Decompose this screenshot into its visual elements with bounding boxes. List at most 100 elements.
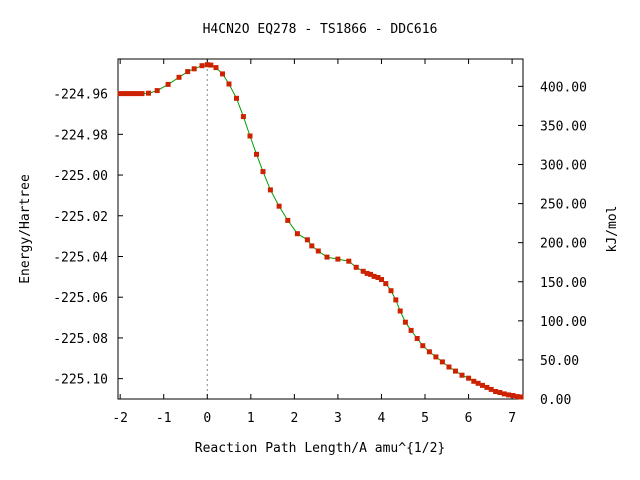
- data-point: [324, 254, 330, 260]
- energy-series-points: [117, 62, 524, 400]
- data-point: [402, 319, 408, 325]
- x-tick-label: 3: [334, 411, 342, 426]
- data-point: [480, 382, 485, 388]
- x-tick-label: 6: [465, 411, 473, 426]
- data-point: [247, 133, 253, 139]
- data-point: [368, 271, 374, 277]
- x-tick-label: 7: [508, 411, 516, 426]
- data-point: [267, 187, 273, 193]
- data-point: [459, 372, 465, 378]
- x-tick-label: 1: [247, 411, 255, 426]
- data-point: [420, 343, 426, 349]
- data-point: [117, 91, 123, 97]
- data-point: [364, 270, 370, 276]
- data-point: [260, 169, 266, 175]
- data-point: [226, 81, 232, 87]
- y-tick-label: -224.98: [53, 128, 108, 143]
- data-point: [433, 354, 439, 360]
- chart-title: H4CN2O EQ278 - TS1866 - DDC616: [203, 22, 438, 37]
- y2-axis-label: kJ/mol: [605, 206, 620, 253]
- y2-tick-label: 150.00: [540, 276, 587, 291]
- y2-tick-label: 200.00: [540, 237, 587, 252]
- data-point: [453, 368, 458, 374]
- energy-series-line: [120, 64, 521, 398]
- x-axis-ticks: -2 -1 0 1 2 3 4 5 6 7: [112, 59, 516, 426]
- data-point: [191, 66, 197, 72]
- data-point: [388, 288, 394, 294]
- x-tick-label: 2: [290, 411, 298, 426]
- data-point: [446, 364, 452, 370]
- data-point: [466, 375, 472, 381]
- data-point: [234, 95, 239, 101]
- data-point: [408, 327, 414, 333]
- data-point: [126, 91, 132, 97]
- x-tick-label: 0: [203, 411, 211, 426]
- data-point: [130, 91, 136, 97]
- data-point: [304, 237, 310, 243]
- data-point: [471, 378, 477, 384]
- y2-tick-label: 250.00: [540, 198, 587, 213]
- data-point: [309, 243, 315, 249]
- data-point: [397, 308, 403, 314]
- x-tick-label: -1: [156, 411, 172, 426]
- y-tick-label: -225.08: [53, 332, 108, 347]
- x-tick-label: -2: [112, 411, 128, 426]
- data-point: [254, 151, 259, 157]
- data-point: [393, 297, 399, 303]
- data-point: [176, 74, 182, 80]
- data-point: [371, 273, 377, 279]
- plot-frame: [117, 58, 524, 400]
- y-axis-label: Energy/Hartree: [18, 174, 33, 284]
- data-point: [414, 336, 420, 341]
- data-point: [139, 91, 145, 97]
- data-point: [518, 394, 524, 400]
- data-point: [276, 203, 282, 209]
- y-tick-label: -225.06: [53, 291, 108, 306]
- y-tick-label: -225.10: [53, 373, 108, 388]
- data-point: [185, 69, 191, 75]
- data-point: [501, 391, 507, 397]
- y-axis-ticks: -224.96 -224.98 -225.00 -225.02 -225.04 -225.…: [53, 88, 123, 388]
- data-point: [484, 384, 490, 390]
- data-point: [315, 248, 321, 254]
- data-point: [204, 62, 210, 68]
- data-point: [213, 65, 219, 71]
- data-point: [165, 81, 171, 87]
- data-point: [510, 393, 516, 398]
- data-point: [506, 392, 512, 398]
- data-point: [439, 359, 445, 365]
- y-tick-label: -225.00: [53, 169, 108, 184]
- data-point: [294, 231, 300, 237]
- data-point: [146, 90, 151, 96]
- y2-tick-label: 300.00: [540, 159, 587, 174]
- data-point: [353, 264, 359, 270]
- data-point: [220, 71, 225, 77]
- data-point: [285, 217, 291, 223]
- y2-tick-label: 400.00: [540, 80, 587, 95]
- y2-tick-label: 50.00: [540, 354, 579, 369]
- y-tick-label: -224.96: [53, 88, 108, 103]
- data-point: [475, 380, 481, 386]
- y-tick-label: -225.04: [53, 250, 108, 265]
- data-point: [122, 91, 127, 97]
- data-point: [383, 281, 389, 287]
- x-tick-label: 5: [421, 411, 429, 426]
- data-point: [379, 277, 384, 282]
- y2-axis-ticks: 400.00 350.00 300.00 250.00 200.00 150.00 100.…: [518, 80, 587, 408]
- x-axis-label: Reaction Path Length/A amu^{1/2}: [195, 441, 445, 456]
- data-point: [360, 268, 366, 274]
- data-point: [493, 389, 499, 394]
- data-point: [426, 349, 432, 355]
- data-point: [375, 275, 381, 280]
- data-point: [335, 256, 341, 262]
- data-point: [240, 114, 246, 120]
- data-point: [135, 91, 141, 97]
- y-tick-label: -225.02: [53, 210, 108, 225]
- data-point: [208, 62, 214, 68]
- data-point: [497, 390, 503, 395]
- y2-tick-label: 100.00: [540, 315, 587, 330]
- data-point: [514, 394, 520, 400]
- data-point: [346, 258, 352, 264]
- data-point: [488, 386, 494, 392]
